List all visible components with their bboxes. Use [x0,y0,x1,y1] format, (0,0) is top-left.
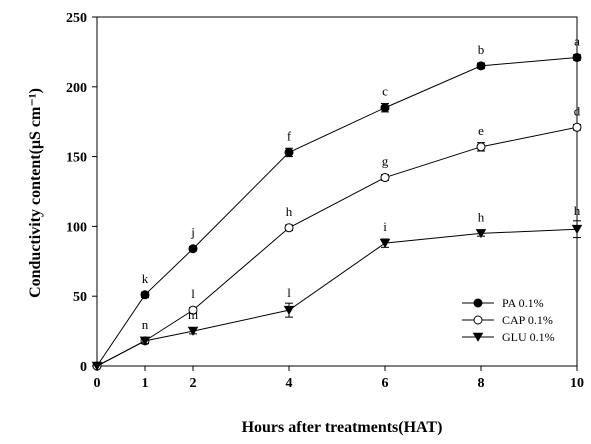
x-tick-label: 4 [286,376,293,391]
data-point [475,229,487,239]
data-point [476,61,486,71]
data-point [187,326,199,336]
data-point [472,332,484,342]
significance-label: b [478,42,485,57]
significance-label: j [190,225,195,240]
legend-label: CAP 0.1% [502,313,553,327]
x-tick-label: 2 [190,376,197,391]
data-point [473,315,483,325]
data-point [188,305,198,315]
y-tick-label: 200 [66,81,87,96]
y-tick-label: 150 [66,151,87,166]
legend-label: GLU 0.1% [502,330,555,344]
significance-label: d [574,103,581,118]
data-point [473,298,483,308]
significance-label: l [287,285,291,300]
x-axis-label: Hours after treatments(HAT) [242,419,443,436]
y-tick-label: 50 [73,290,87,305]
legend-item: PA 0.1% [462,296,544,310]
legend-item: GLU 0.1% [462,330,555,344]
x-tick-label: 0 [94,376,101,391]
legend-label: PA 0.1% [502,296,544,310]
significance-label: h [478,209,485,224]
data-point [571,224,583,234]
data-point [140,290,150,300]
significance-label: m [188,307,198,322]
data-point [572,52,582,62]
data-point [380,103,390,113]
y-tick-label: 0 [80,360,87,375]
significance-label: c [382,84,388,99]
significance-label: a [574,33,580,48]
significance-label: h [286,204,293,219]
data-point [380,173,390,183]
data-point [188,244,198,254]
significance-label: f [287,128,292,143]
x-tick-label: 1 [142,376,149,391]
data-point [476,142,486,152]
significance-label: n [142,317,149,332]
data-point [283,305,295,315]
data-point [91,361,103,371]
data-point [139,336,151,346]
x-tick-label: 8 [478,376,485,391]
y-tick-label: 250 [66,11,87,26]
x-tick-label: 10 [570,376,584,391]
significance-label: h [574,203,581,218]
legend: PA 0.1% CAP 0.1% GLU 0.1% [462,296,555,344]
significance-label: e [478,123,484,138]
plot-border [96,16,578,367]
plot-area [96,16,578,367]
legend-item: CAP 0.1% [462,313,553,327]
x-tick-label: 6 [382,376,389,391]
y-tick-label: 100 [66,220,87,235]
data-point [284,223,294,233]
significance-label: l [191,286,195,301]
significance-label: i [383,219,387,234]
data-point [284,147,294,157]
data-point [379,238,391,248]
data-point [572,122,582,132]
significance-label: k [142,271,149,286]
y-axis-label: Conductivity content(μS cm⁻¹) [27,88,44,298]
significance-label: g [382,154,389,169]
